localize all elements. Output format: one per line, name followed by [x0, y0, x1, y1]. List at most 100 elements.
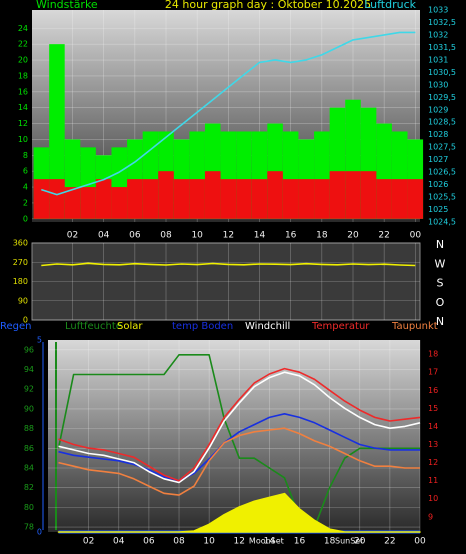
chart-title: 24 hour graph day : Oktober 10.2025 — [165, 0, 371, 11]
x-tick-label: 12 — [234, 537, 245, 547]
line — [57, 354, 420, 528]
y2-tick-label: 12 — [428, 458, 438, 467]
legend-entry: Temperatur — [311, 321, 370, 332]
y-tick-label: 18 — [18, 71, 28, 80]
y-tick-label: 270 — [13, 258, 28, 267]
bar — [376, 179, 392, 219]
y2-tick-label: 10 — [428, 494, 438, 503]
bar — [220, 179, 237, 219]
x-tick-label: 14 — [254, 231, 266, 241]
annotation: SunSet — [335, 537, 363, 546]
y3-tick-label: 5 — [37, 336, 42, 345]
legend-entry: Solar — [117, 321, 143, 332]
bar — [282, 179, 299, 219]
y-tick-label: 10 — [18, 135, 28, 144]
y-tick-label: 12 — [18, 119, 28, 128]
x-tick-label: 10 — [191, 231, 203, 241]
y-tick-label: 180 — [13, 277, 28, 286]
y2-tick-label: 1027,5 — [428, 143, 456, 152]
legend-entry: Regen — [0, 321, 32, 332]
y2-tick-label: 1025,5 — [428, 193, 456, 202]
y-tick-label: 6 — [23, 167, 28, 176]
y-tick-label: 94 — [24, 365, 34, 374]
x-tick-label: 16 — [285, 231, 297, 241]
legend-entry: Luftfeuchte — [65, 321, 122, 332]
bar — [267, 171, 283, 219]
y2-tick-label: 1029,5 — [428, 93, 456, 102]
y-tick-label: 90 — [18, 296, 28, 305]
y-tick-label: 0 — [23, 316, 28, 325]
bar — [111, 187, 128, 219]
y-tick-label: 78 — [24, 523, 34, 532]
y-tick-label: 20 — [18, 56, 28, 65]
x-tick-label: 02 — [83, 537, 94, 547]
line — [41, 262, 416, 267]
y-tick-label: 88 — [24, 424, 34, 433]
x-tick-label: 22 — [378, 231, 389, 241]
y2-tick-label: 1025 — [428, 205, 448, 214]
x-tick-label: 06 — [143, 537, 155, 547]
annotation: MoonSet — [249, 537, 284, 546]
bar — [95, 179, 112, 219]
y2-tick-label: 1029 — [428, 105, 448, 114]
x-tick-label: 12 — [223, 231, 234, 241]
y2-tick-label: 1032 — [428, 30, 448, 39]
direction-label: W — [435, 257, 446, 270]
bar — [345, 171, 361, 219]
area — [57, 492, 421, 533]
bar — [189, 179, 205, 219]
y2-tick-label: 1032,5 — [428, 18, 456, 27]
bar — [127, 179, 143, 219]
bar — [360, 171, 377, 219]
y-tick-label: 90 — [24, 404, 34, 413]
y-tick-label: 82 — [24, 483, 34, 492]
x-tick-label: 18 — [324, 537, 336, 547]
y3-tick-label: 0 — [37, 528, 42, 537]
y2-tick-label: 1027 — [428, 155, 448, 164]
y2-tick-label: 14 — [428, 422, 438, 431]
y-tick-label: 16 — [18, 87, 28, 96]
y-tick-label: 8 — [23, 151, 28, 160]
bar — [251, 179, 268, 219]
y-tick-label: 4 — [23, 183, 28, 192]
bar — [314, 179, 330, 219]
y-axis-label: Windstärke — [36, 0, 98, 11]
x-tick-label: 22 — [384, 537, 395, 547]
x-tick-label: 00 — [414, 537, 426, 547]
y2-tick-label: 1026 — [428, 180, 448, 189]
y2-tick-label: 1031,5 — [428, 43, 456, 52]
x-tick-label: 02 — [67, 231, 78, 241]
x-tick-label: 16 — [294, 537, 306, 547]
x-tick-label: 20 — [347, 231, 359, 241]
bar — [204, 171, 221, 219]
bar — [329, 171, 346, 219]
y-tick-label: 24 — [18, 24, 28, 33]
y2-tick-label: 13 — [428, 440, 438, 449]
y-tick-label: 92 — [24, 385, 34, 394]
legend-entry: Windchill — [245, 321, 290, 332]
bar — [173, 179, 190, 219]
y-tick-label: 360 — [13, 239, 28, 248]
direction-label: S — [437, 277, 444, 290]
direction-label: N — [436, 315, 444, 328]
bar — [49, 179, 65, 219]
y2-tick-label: 1028,5 — [428, 118, 456, 127]
line — [58, 413, 420, 482]
line — [58, 427, 420, 496]
bar — [33, 179, 50, 219]
y2-tick-label: 17 — [428, 368, 438, 377]
y-tick-label: 80 — [24, 503, 34, 512]
y2-tick-label: 9 — [428, 512, 433, 521]
y2-axis-label: Luftdruck — [364, 0, 416, 11]
x-tick-label: 10 — [203, 537, 215, 547]
plot-background — [31, 242, 421, 321]
legend-entry: temp Boden — [172, 321, 233, 332]
y2-tick-label: 1030,5 — [428, 68, 456, 77]
y2-tick-label: 1033 — [428, 6, 448, 15]
bar — [64, 187, 81, 219]
bar — [158, 171, 174, 219]
bar — [142, 179, 159, 219]
x-tick-label: 08 — [160, 231, 172, 241]
bar — [49, 44, 65, 219]
